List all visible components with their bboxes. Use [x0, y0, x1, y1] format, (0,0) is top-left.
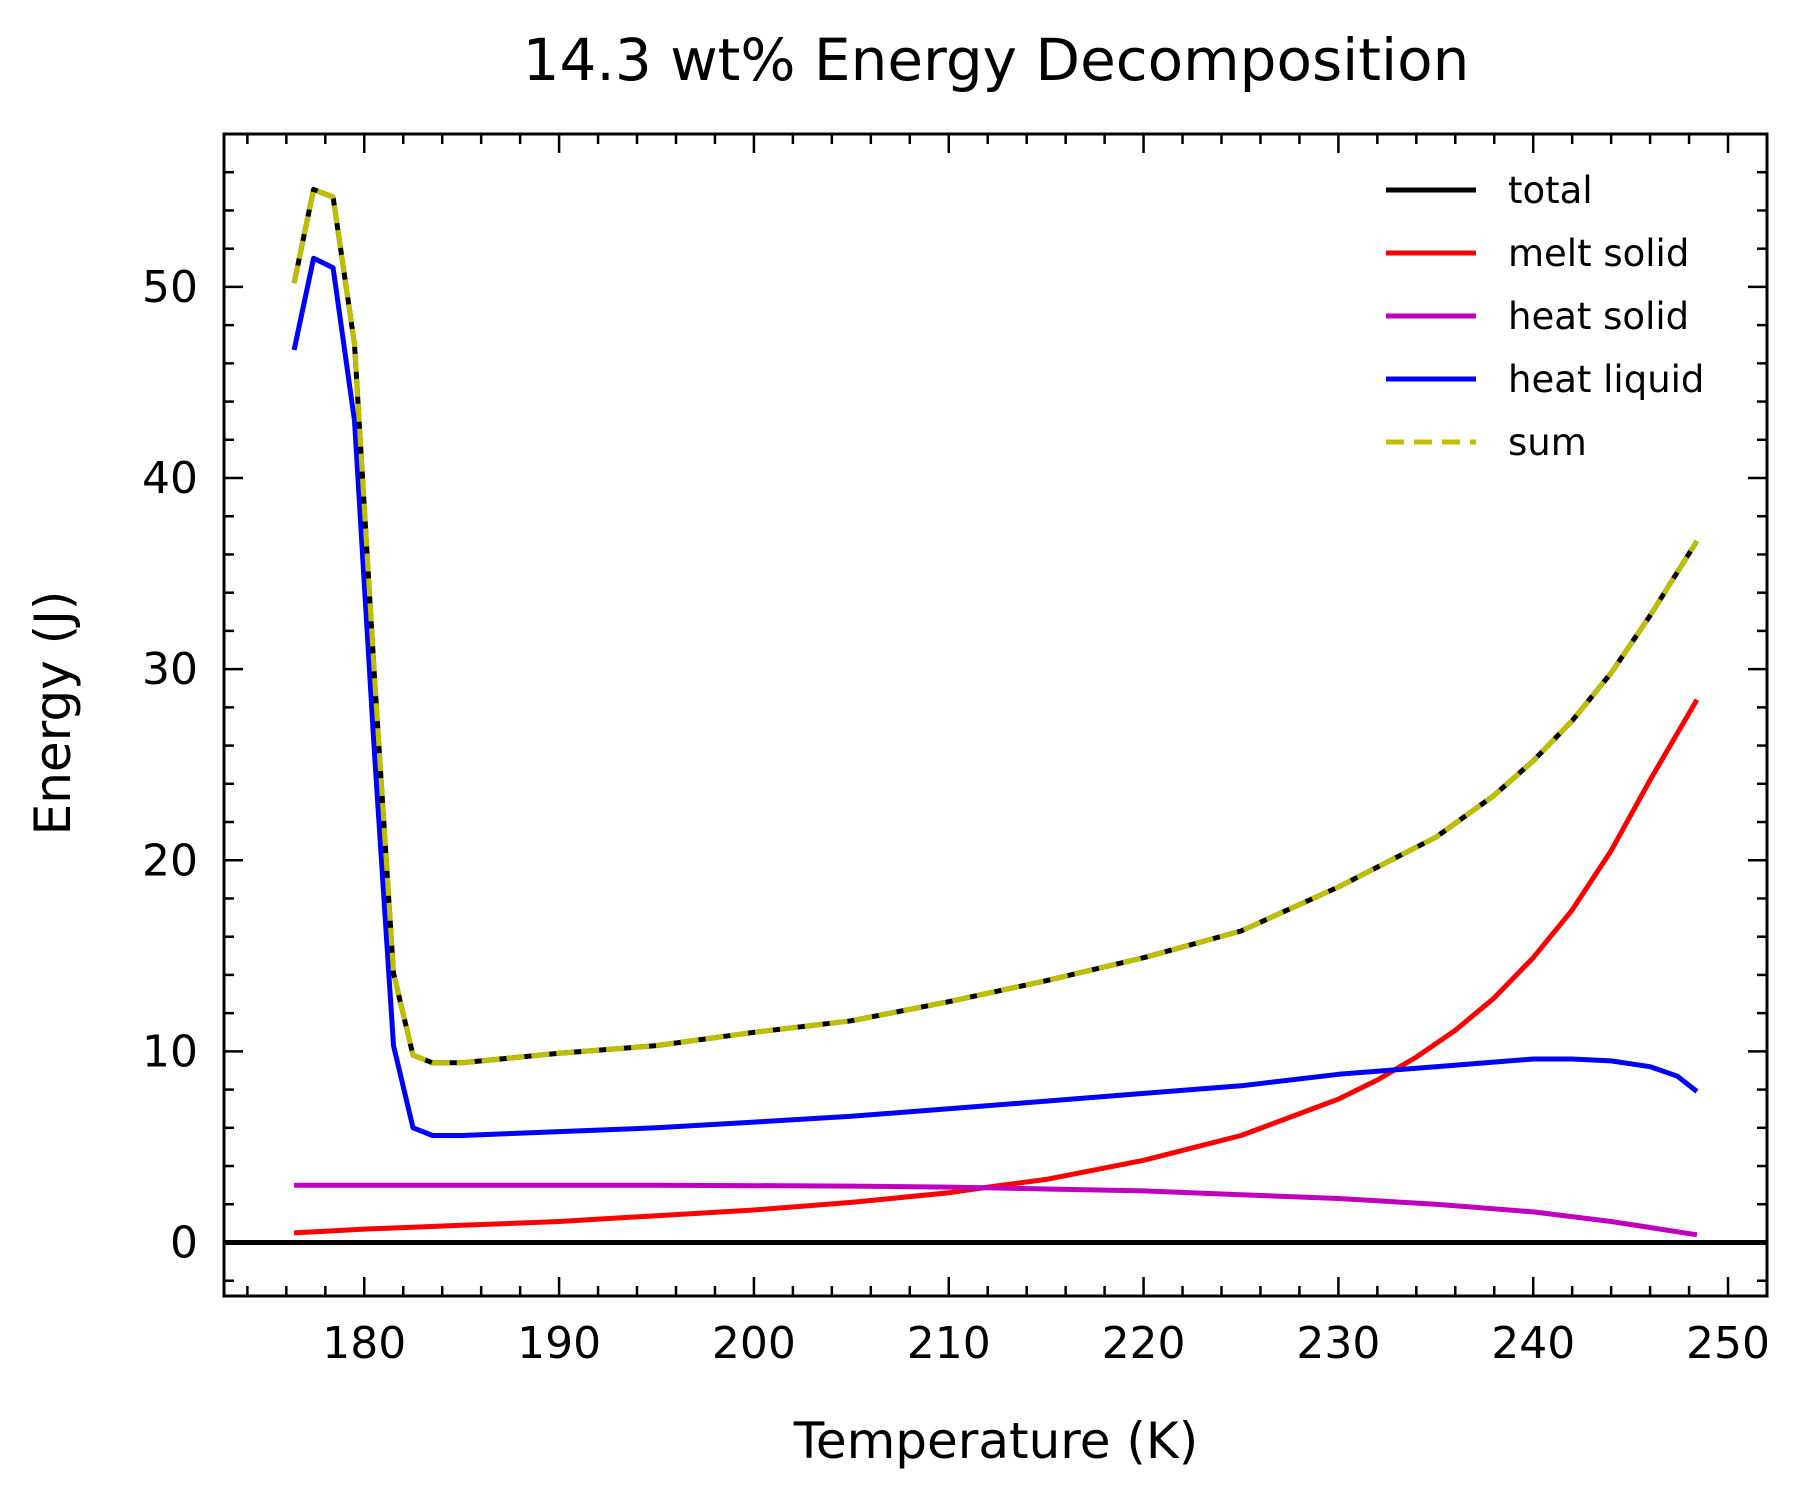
y-tick-label: 0 — [170, 1217, 198, 1268]
y-tick-label: 40 — [142, 453, 198, 504]
series-line-heat-solid — [294, 1182, 1698, 1238]
tick-labels-group: 180 190 200 210 220 230 240 250 0 10 20 30 40 50 — [142, 262, 1770, 1369]
y-axis-label: Energy (J) — [24, 591, 82, 836]
legend: total melt solid heat solid heat liquid sum — [1386, 169, 1704, 464]
plot-frame — [222, 132, 1769, 1298]
x-tick-label: 240 — [1491, 1318, 1575, 1369]
legend-label-sum: sum — [1508, 421, 1587, 464]
x-tick-label: 210 — [907, 1318, 991, 1369]
legend-label-heat-liquid: heat liquid — [1508, 358, 1704, 401]
y-tick-label: 30 — [142, 644, 198, 695]
legend-label-heat-solid: heat solid — [1508, 295, 1689, 338]
x-tick-label: 190 — [517, 1318, 601, 1369]
axes-ticks-group — [224, 132, 1769, 1296]
y-tick-label: 20 — [142, 835, 198, 886]
x-tick-label: 200 — [712, 1318, 796, 1369]
y-tick-label: 10 — [142, 1026, 198, 1077]
chart-title: 14.3 wt% Energy Decomposition — [523, 26, 1470, 94]
y-tick-label: 50 — [142, 262, 198, 313]
x-axis-label: Temperature (K) — [793, 1412, 1198, 1470]
series-line-sum — [291, 186, 1700, 1066]
legend-label-melt-solid: melt solid — [1508, 232, 1689, 275]
series-line-melt-solid — [293, 698, 1700, 1236]
x-tick-label: 230 — [1296, 1318, 1380, 1369]
x-tick-label: 220 — [1102, 1318, 1186, 1369]
x-tick-label: 180 — [322, 1318, 406, 1369]
plot-series-group — [224, 186, 1767, 1245]
legend-label-total: total — [1508, 169, 1593, 212]
series-line-heat-liquid — [291, 255, 1699, 1138]
x-tick-label: 250 — [1686, 1318, 1770, 1369]
